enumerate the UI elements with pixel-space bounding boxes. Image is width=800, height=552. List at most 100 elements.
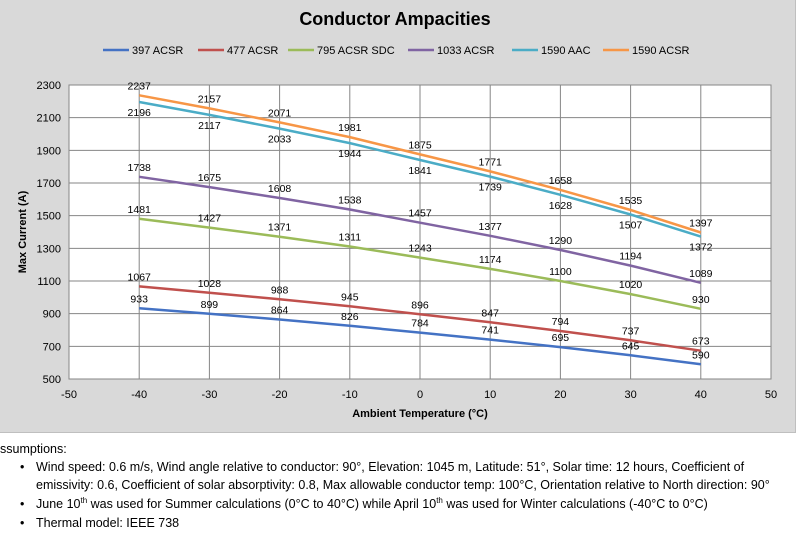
y-tick-label: 2100 [37,113,61,125]
data-label: 1944 [338,148,362,160]
assumption-item-conditions: Wind speed: 0.6 m/s, Wind angle relative… [20,458,795,494]
series-line [138,94,702,234]
series-line [139,285,701,352]
data-label: 1372 [689,242,713,254]
dates-superscript-1: th [80,496,88,506]
data-label: 1658 [549,175,573,187]
series-line [139,307,701,366]
data-label: 930 [692,294,710,306]
data-label: 2157 [198,93,222,105]
chart-title: Conductor Ampacities [299,9,490,29]
line-chart: 5007009001100130015001700190021002300-50… [17,9,777,420]
data-label: 1481 [128,204,152,216]
data-label: 794 [552,316,570,328]
data-label: 864 [271,305,289,317]
y-tick-label: 700 [43,341,61,353]
x-tick-label: 30 [624,389,636,401]
data-label: 1100 [549,266,572,278]
data-label: 741 [481,325,499,337]
data-label: 1771 [479,156,503,168]
data-label: 826 [341,311,359,323]
legend-label: 1033 ACSR [437,45,495,57]
x-tick-label: 40 [695,389,707,401]
dates-text-part3: was used for Winter calculations (-40°C … [442,497,708,512]
assumptions-heading: ssumptions: [0,442,67,456]
data-label: 1371 [268,222,292,234]
data-label: 737 [622,325,640,337]
data-label: 1377 [479,221,503,233]
data-label: 1628 [549,200,573,212]
series-line [139,175,702,285]
y-tick-label: 1900 [37,145,61,157]
y-tick-label: 2300 [37,80,61,92]
x-tick-label: 0 [417,389,423,401]
series-line [139,217,702,311]
data-label: 695 [552,332,570,344]
data-label: 645 [622,340,640,352]
data-label: 1675 [198,172,222,184]
y-tick-label: 900 [43,309,61,321]
assumption-conditions-text: Wind speed: 0.6 m/s, Wind angle relative… [36,460,770,493]
data-label: 899 [201,299,219,311]
data-label: 1841 [408,165,432,177]
data-label: 1311 [339,232,362,244]
data-label: 988 [271,284,289,296]
x-tick-label: -40 [131,389,147,401]
assumptions-list: Wind speed: 0.6 m/s, Wind angle relative… [20,458,795,534]
assumption-item-thermal-model: Thermal model: IEEE 738 [20,514,795,532]
y-tick-label: 500 [43,374,61,386]
chart-panel: 500 700 900 1100 1300 1500 1700 1900 2100 2300 -50… [0,0,796,433]
data-label: 1397 [689,217,713,229]
data-label: 2117 [198,120,221,132]
y-tick-label: 1300 [37,243,61,255]
data-label: 1020 [619,279,643,291]
x-tick-label: -20 [272,389,288,401]
data-label: 1194 [619,251,642,263]
assumption-item-dates: June 10th was used for Summer calculatio… [20,495,795,513]
data-label: 1089 [689,268,713,280]
legend-label: 1590 AAC [541,45,591,57]
dates-text-part1: June 10 [36,497,81,512]
data-label: 1174 [479,254,502,266]
x-axis-title: Ambient Temperature (°C) [352,408,488,420]
x-tick-label: -10 [342,389,358,401]
y-tick-label: 1100 [37,276,61,288]
data-label: 1875 [408,139,432,151]
legend-label: 795 ACSR SDC [317,45,395,57]
data-label: 2033 [268,134,292,146]
y-tick-label: 1500 [37,211,61,223]
data-label: 1981 [338,122,362,134]
legend-label: 1590 ACSR [632,45,690,57]
data-label: 673 [692,336,710,348]
data-label: 896 [411,299,429,311]
y-axis-title: Max Current (A) [17,190,29,273]
dates-text-part2: was used for Summer calculations (0°C to… [87,497,437,512]
data-label: 945 [341,291,359,303]
data-label: 933 [130,293,148,305]
x-tick-label: 20 [554,389,566,401]
data-label: 2196 [128,107,152,119]
x-tick-label: 50 [765,389,777,401]
data-label: 590 [692,349,710,361]
data-label: 1535 [619,195,643,207]
data-label: 1738 [128,162,152,174]
x-tick-label: 10 [484,389,496,401]
data-label: 1243 [408,243,432,255]
data-label: 1290 [549,235,573,247]
data-label: 2071 [268,107,292,119]
data-label: 784 [411,318,429,330]
data-label: 1427 [198,213,222,225]
data-label: 1538 [338,194,362,206]
series-line [138,100,702,238]
y-tick-label: 1700 [37,178,61,190]
dates-superscript-2: th [436,496,443,506]
data-label: 2237 [128,80,152,92]
data-label: 1028 [198,278,222,290]
thermal-model-text: Thermal model: IEEE 738 [36,516,180,531]
x-tick-label: -30 [201,389,217,401]
data-label: 1507 [619,220,643,232]
legend-label: 397 ACSR [132,45,183,57]
legend-label: 477 ACSR [227,45,278,57]
data-label: 1067 [128,271,152,283]
data-label: 1457 [408,208,432,220]
